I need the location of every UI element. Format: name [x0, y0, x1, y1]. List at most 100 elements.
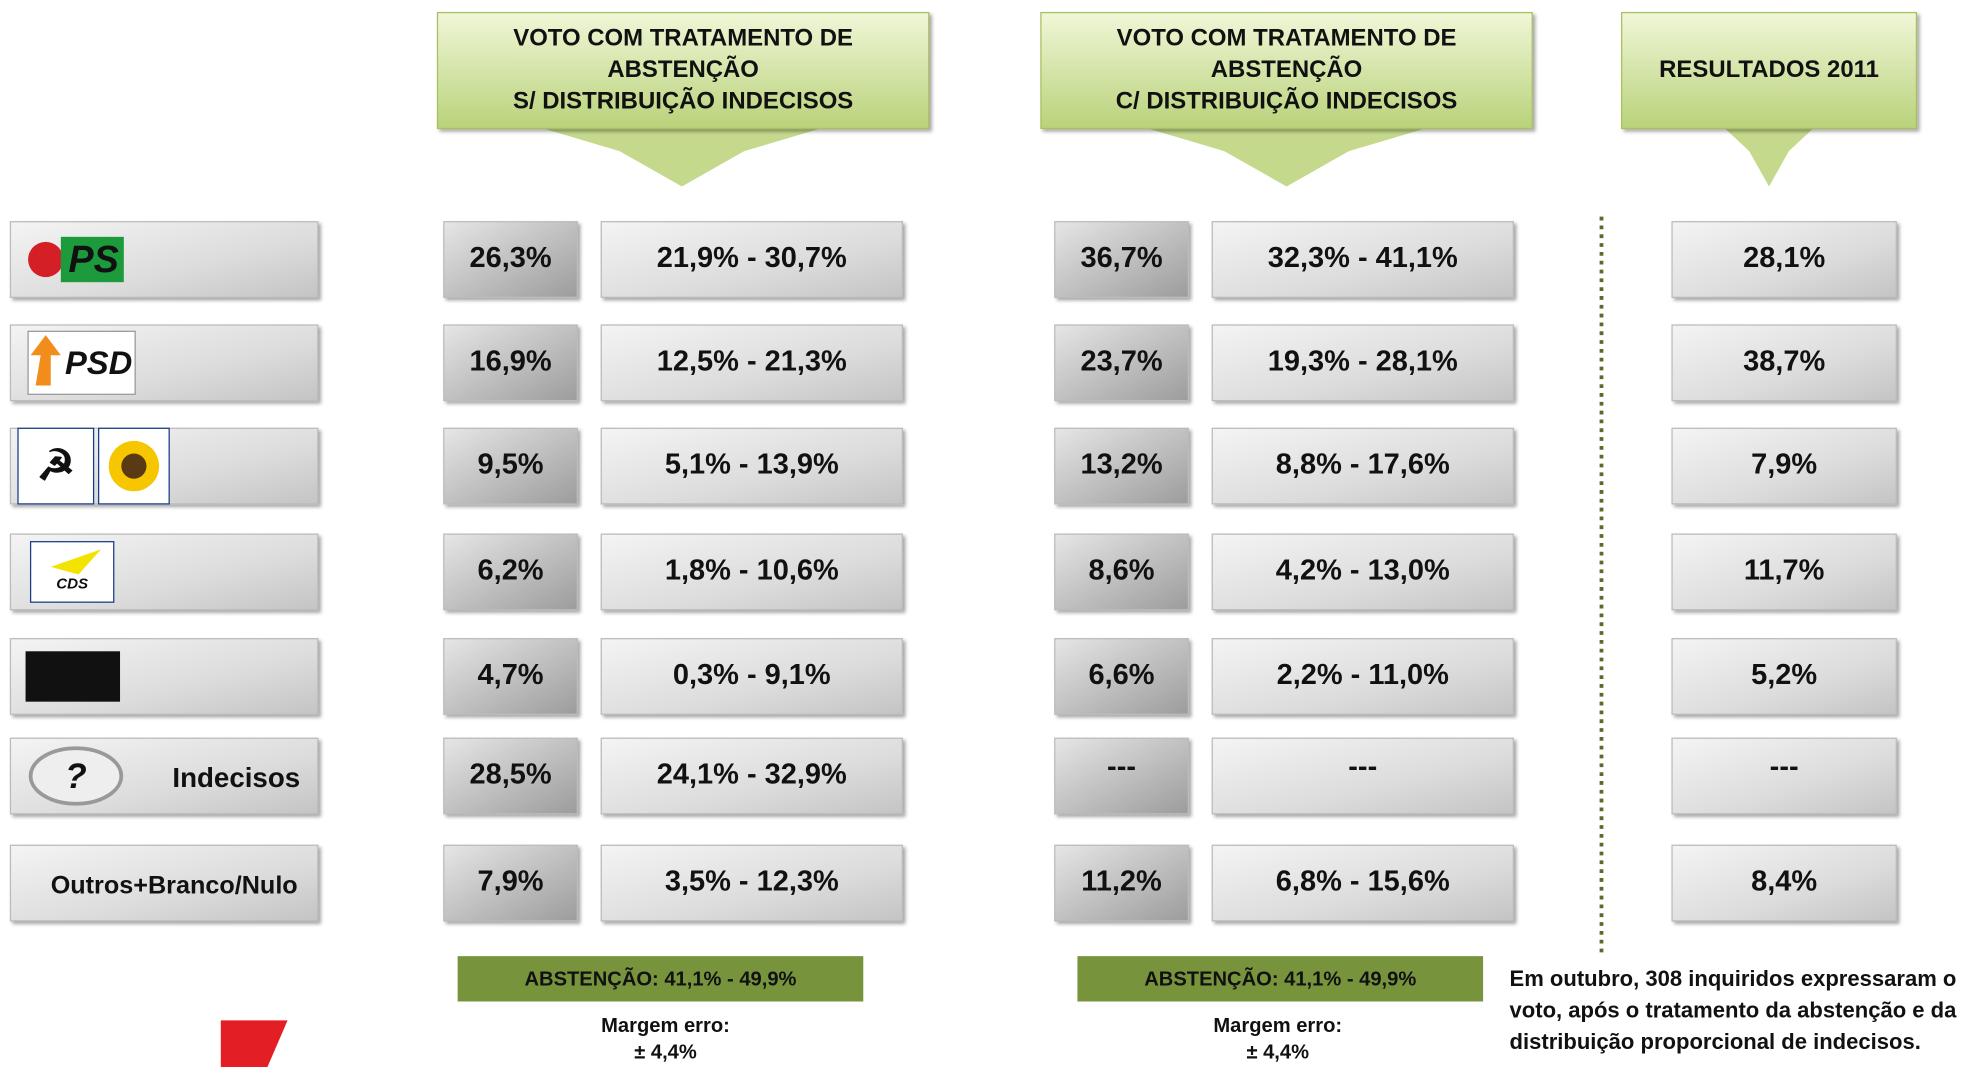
header-arrow: [543, 128, 821, 187]
value-box: [1671, 533, 1897, 611]
party-logo-text: PS: [68, 239, 118, 281]
abstention-text: ABSTENÇÃO: 41,1% - 49,9%: [1144, 967, 1416, 990]
note-text: voto, após o tratamento da abstenção e d…: [1510, 997, 1958, 1022]
header-text: RESULTADOS 2011: [1659, 56, 1879, 83]
value-text: ---: [1348, 751, 1377, 783]
value-text: 1,8% - 10,6%: [665, 555, 839, 587]
value-box: [443, 221, 578, 298]
logo-shape: [50, 549, 102, 575]
value-text: 9,5%: [478, 449, 544, 481]
value-box: [1671, 324, 1897, 402]
logo-sun-core: [121, 453, 147, 479]
value-text: 11,2%: [1081, 866, 1162, 898]
header-text: C/ DISTRIBUIÇÃO INDECISOS: [1116, 86, 1458, 114]
header-text: VOTO COM TRATAMENTO DE: [1117, 24, 1457, 51]
header-text: ABSTENÇÃO: [607, 55, 759, 83]
logo-star: ★: [52, 650, 93, 701]
value-text: 38,7%: [1743, 345, 1825, 377]
value-box: [443, 427, 578, 505]
value-text: 19,3% - 28,1%: [1268, 345, 1458, 377]
header-arrow: [1724, 128, 1814, 187]
value-text: 8,6%: [1089, 555, 1155, 587]
value-box: [1671, 427, 1897, 505]
value-text: 24,1% - 32,9%: [657, 759, 847, 791]
value-box: [443, 324, 578, 402]
value-box: [1054, 221, 1189, 298]
value-box: [443, 844, 578, 922]
value-text: 6,2%: [478, 555, 544, 587]
value-box: [443, 737, 578, 815]
margin-value: ± 4,4%: [634, 1041, 697, 1063]
value-box: [600, 324, 903, 402]
value-box: [443, 638, 578, 715]
logo-question: [28, 746, 124, 806]
value-text: 7,9%: [478, 866, 544, 898]
value-box: [1211, 324, 1514, 402]
value-box: [1054, 533, 1189, 611]
value-box: [1211, 221, 1514, 298]
logo-bg: [25, 651, 121, 702]
value-text: 23,7%: [1080, 345, 1162, 377]
value-text: 8,8% - 17,6%: [1276, 449, 1450, 481]
abstention-bar: [457, 956, 864, 1002]
value-box: [1211, 533, 1514, 611]
value-text: 36,7%: [1080, 242, 1162, 274]
value-text: 0,3% - 9,1%: [673, 659, 831, 691]
value-box: [600, 638, 903, 715]
value-text: 2,2% - 11,0%: [1277, 659, 1449, 691]
abstention-text: ABSTENÇÃO: 41,1% - 49,9%: [524, 967, 796, 990]
party-box: [9, 844, 319, 922]
value-box: [1211, 638, 1514, 715]
value-box: [1054, 844, 1189, 922]
value-text: 11,7%: [1744, 555, 1825, 587]
header-box: [1621, 11, 1918, 130]
value-box: [600, 737, 903, 815]
value-box: [1671, 221, 1897, 298]
value-text: 21,9% - 30,7%: [657, 242, 847, 274]
value-text: 6,8% - 15,6%: [1276, 866, 1450, 898]
value-box: [600, 533, 903, 611]
value-box: [1671, 638, 1897, 715]
value-box: [443, 533, 578, 611]
value-box: [1211, 427, 1514, 505]
value-text: 13,2%: [1080, 449, 1162, 481]
value-box: [1054, 427, 1189, 505]
margin-label: Margem erro:: [1213, 1015, 1342, 1037]
value-box: [1211, 737, 1514, 815]
value-text: 28,5%: [469, 759, 551, 791]
value-text: ---: [1107, 751, 1136, 783]
value-text: 4,2% - 13,0%: [1276, 555, 1450, 587]
value-box: [1054, 737, 1189, 815]
value-text: 6,6%: [1089, 659, 1155, 691]
logo-symbol: ☭: [37, 442, 75, 490]
value-box: [1054, 324, 1189, 402]
value-box: [600, 844, 903, 922]
value-text: 28,1%: [1743, 242, 1825, 274]
header-text: VOTO COM TRATAMENTO DE: [513, 24, 853, 51]
value-text: 7,9%: [1751, 449, 1817, 481]
logo-bg: [60, 236, 124, 283]
logo-rose: [28, 241, 64, 278]
value-text: 12,5% - 21,3%: [657, 345, 847, 377]
party-logo-text: PSD: [65, 344, 132, 381]
margin-value: ± 4,4%: [1246, 1041, 1309, 1063]
party-label: Indecisos: [172, 762, 300, 793]
value-box: [600, 221, 903, 298]
value-box: [1211, 844, 1514, 922]
note-text: distribuição proporcional de indecisos.: [1510, 1029, 1921, 1054]
value-text: 32,3% - 41,1%: [1268, 242, 1458, 274]
header-box: [1040, 11, 1533, 130]
value-box: [1671, 844, 1897, 922]
value-text: 8,4%: [1751, 866, 1817, 898]
header-box: [436, 11, 930, 130]
value-box: [1671, 737, 1897, 815]
party-logo-text: CDS: [56, 576, 88, 593]
value-text: 4,7%: [478, 659, 544, 691]
value-text: ---: [1770, 751, 1799, 783]
logo-bg: [17, 427, 95, 505]
value-box: [600, 427, 903, 505]
value-text: 3,5% - 12,3%: [665, 866, 839, 898]
margin-label: Margem erro:: [601, 1015, 730, 1037]
header-text: S/ DISTRIBUIÇÃO INDECISOS: [513, 86, 853, 114]
